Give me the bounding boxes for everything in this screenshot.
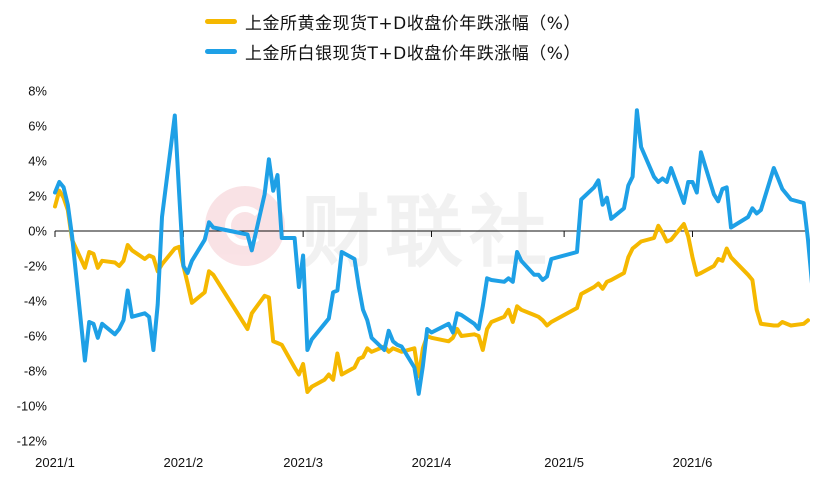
y-tick-label: 2% — [28, 189, 47, 204]
y-tick-label: 4% — [28, 154, 47, 169]
y-tick-label: 6% — [28, 119, 47, 134]
x-axis: 2021/1 2021/2 2021/3 2021/4 2021/5 2021/6 — [35, 231, 712, 470]
legend-item-gold: 上金所黄金现货T+D收盘价年跌涨幅（%） — [205, 6, 581, 36]
y-tick-label: -2% — [24, 259, 48, 274]
y-tick-label: -6% — [24, 329, 48, 344]
legend-swatch-silver — [205, 48, 237, 54]
x-tick-label: 2021/5 — [544, 455, 584, 470]
y-tick-label: -10% — [17, 399, 48, 414]
legend: 上金所黄金现货T+D收盘价年跌涨幅（%） 上金所白银现货T+D收盘价年跌涨幅（%… — [205, 6, 581, 66]
y-tick-label: 8% — [28, 84, 47, 99]
x-tick-label: 2021/6 — [673, 455, 713, 470]
y-tick-label: 0% — [28, 224, 47, 239]
x-tick-label: 2021/1 — [35, 455, 75, 470]
series-layer — [53, 108, 810, 396]
y-tick-label: -12% — [17, 434, 48, 449]
legend-swatch-gold — [205, 18, 237, 24]
series-line-gold — [53, 188, 810, 394]
x-tick-label: 2021/4 — [412, 455, 452, 470]
y-tick-label: -4% — [24, 294, 48, 309]
legend-label-gold: 上金所黄金现货T+D收盘价年跌涨幅（%） — [245, 13, 581, 34]
y-tick-label: -8% — [24, 364, 48, 379]
x-tick-label: 2021/3 — [283, 455, 323, 470]
legend-label-silver: 上金所白银现货T+D收盘价年跌涨幅（%） — [245, 43, 581, 64]
y-axis: -12% -10% -8% -6% -4% -2% 0% 2% 4% 6% 8% — [17, 84, 48, 449]
legend-item-silver: 上金所白银现货T+D收盘价年跌涨幅（%） — [205, 36, 581, 66]
series-line-silver — [53, 108, 810, 396]
x-tick-label: 2021/2 — [163, 455, 203, 470]
